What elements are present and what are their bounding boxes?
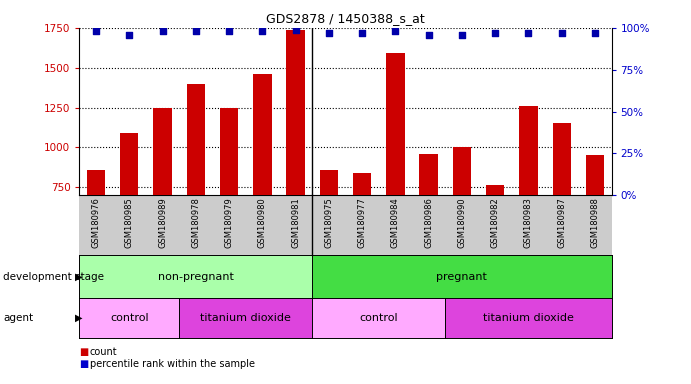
Point (157, 28, 168, 35)
Title: GDS2878 / 1450388_s_at: GDS2878 / 1450388_s_at (266, 12, 425, 25)
Text: agent: agent (3, 313, 34, 323)
Point (124, 31, 135, 38)
Text: ■: ■ (79, 347, 88, 357)
Bar (553, 122, 571, 195)
Text: GSM180984: GSM180984 (391, 197, 400, 248)
Point (91, 28, 102, 35)
Text: GSM180990: GSM180990 (457, 197, 466, 248)
Point (589, 30, 600, 36)
Bar (153, 108, 172, 195)
Point (423, 31, 434, 38)
Text: GSM180989: GSM180989 (158, 197, 167, 248)
Text: GSM180988: GSM180988 (590, 197, 599, 248)
Text: ■: ■ (79, 359, 88, 369)
Bar (486, 185, 504, 195)
Text: GSM180983: GSM180983 (524, 197, 533, 248)
Point (456, 31, 467, 38)
Text: GSM180987: GSM180987 (557, 197, 566, 248)
Text: GSM180978: GSM180978 (191, 197, 200, 248)
Text: GSM180975: GSM180975 (324, 197, 333, 248)
Text: ▶: ▶ (75, 271, 82, 281)
Point (556, 30, 567, 36)
Text: GSM180982: GSM180982 (491, 197, 500, 248)
Bar (287, 30, 305, 195)
Text: development stage: development stage (3, 271, 104, 281)
Text: GSM180979: GSM180979 (225, 197, 234, 248)
Text: GSM180985: GSM180985 (125, 197, 134, 248)
Text: percentile rank within the sample: percentile rank within the sample (90, 359, 255, 369)
Text: ▶: ▶ (75, 313, 82, 323)
Point (523, 30, 534, 36)
Text: control: control (359, 313, 398, 323)
Text: titanium dioxide: titanium dioxide (483, 313, 574, 323)
Text: non-pregnant: non-pregnant (158, 271, 234, 281)
Bar (586, 155, 604, 195)
Bar (220, 108, 238, 195)
Text: GSM180977: GSM180977 (358, 197, 367, 248)
Point (490, 30, 501, 36)
Text: GSM180980: GSM180980 (258, 197, 267, 248)
Text: GSM180981: GSM180981 (291, 197, 300, 248)
Text: GSM180986: GSM180986 (424, 197, 433, 248)
Point (290, 26, 301, 33)
Bar (386, 53, 404, 195)
Bar (419, 154, 438, 195)
Text: GSM180976: GSM180976 (92, 197, 101, 248)
Bar (320, 170, 338, 195)
Point (257, 28, 268, 35)
Point (224, 28, 235, 35)
Text: count: count (90, 347, 117, 357)
Text: control: control (110, 313, 149, 323)
Bar (353, 173, 371, 195)
Bar (519, 106, 538, 195)
Text: pregnant: pregnant (437, 271, 487, 281)
Bar (253, 74, 272, 195)
Point (390, 28, 401, 35)
Point (323, 30, 334, 36)
Bar (87, 170, 105, 195)
Bar (187, 84, 205, 195)
Bar (453, 147, 471, 195)
Point (190, 28, 201, 35)
Point (357, 30, 368, 36)
Text: titanium dioxide: titanium dioxide (200, 313, 291, 323)
Bar (120, 133, 138, 195)
